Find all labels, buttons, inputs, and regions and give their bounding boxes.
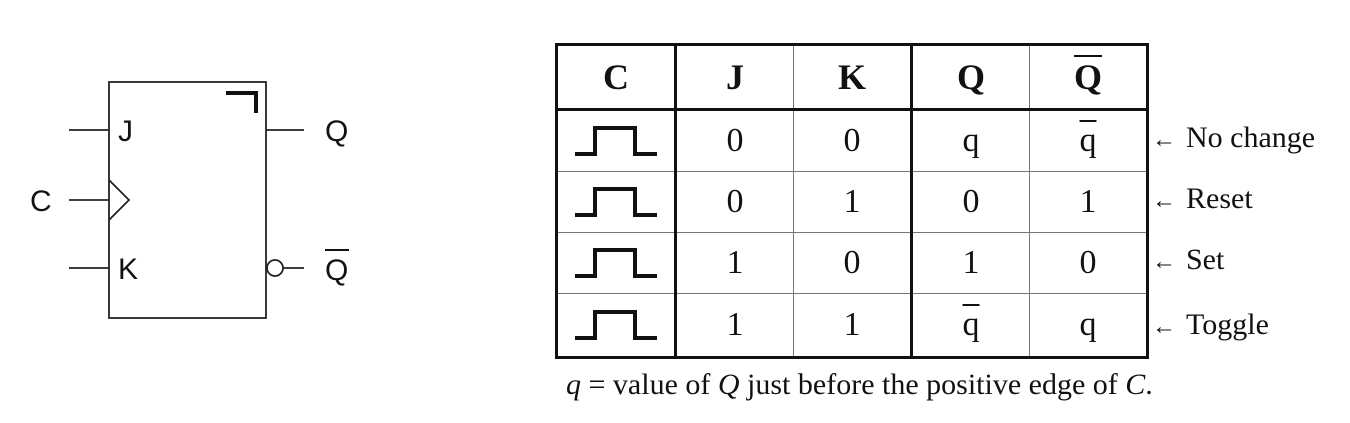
qbar-output-label: Q [325, 254, 348, 287]
header-qbar: Q [1029, 44, 1148, 111]
q-output-label: Q [325, 115, 348, 148]
qbar-cell-text: q [1079, 122, 1097, 159]
c-pin-label: C [30, 185, 52, 218]
table-row: 1 1 q q [556, 293, 1148, 358]
row-note-label: Toggle [1186, 308, 1269, 341]
footnote: q = value of Q just before the positive … [566, 368, 1153, 402]
q-cell: 0 [911, 171, 1030, 233]
q-cell-text: q [962, 306, 980, 343]
row-note-label: No change [1186, 121, 1316, 154]
footnote-var-q: q [566, 368, 581, 401]
j-cell: 0 [675, 171, 794, 233]
j-cell: 1 [675, 232, 794, 294]
rising-edge-pulse-icon [575, 310, 657, 340]
header-qbar-text: Q [1073, 57, 1102, 97]
row-note-reset: ← Reset [1152, 182, 1253, 216]
header-c: C [556, 44, 677, 111]
clock-pulse-cell [556, 293, 677, 358]
qbar-cell: q [1029, 109, 1148, 172]
qbar-cell: 1 [1029, 171, 1148, 233]
jk-flip-flop-symbol: J C K Q Q [30, 81, 349, 319]
q-cell: q [911, 293, 1030, 358]
table-row: 0 1 0 1 [556, 171, 1148, 233]
clock-pulse-cell [556, 171, 677, 233]
k-cell: 0 [793, 232, 913, 294]
clock-triangle [108, 179, 131, 221]
qbar-cell: 0 [1029, 232, 1148, 294]
header-q: Q [911, 44, 1030, 111]
k-cell: 0 [793, 109, 913, 172]
left-arrow-icon: ← [1152, 249, 1176, 275]
table-row: 1 0 1 0 [556, 232, 1148, 294]
k-cell: 1 [793, 171, 913, 233]
left-arrow-icon: ← [1152, 188, 1176, 214]
rising-edge-pulse-icon [575, 248, 657, 278]
footnote-q: Q [717, 368, 740, 401]
j-pin-label: J [118, 115, 133, 148]
row-note-set: ← Set [1152, 243, 1224, 277]
q-cell: q [911, 109, 1030, 172]
footnote-c: C [1125, 368, 1146, 401]
truth-table: C J K Q Q 0 0 q q 0 1 0 1 [555, 43, 1149, 359]
j-cell: 1 [675, 293, 794, 358]
k-pin-label: K [118, 253, 138, 286]
row-note-label: Reset [1186, 182, 1253, 215]
header-k: K [793, 44, 913, 111]
left-arrow-icon: ← [1152, 127, 1176, 153]
clock-pulse-cell [556, 109, 677, 172]
table-header-row: C J K Q Q [556, 44, 1148, 111]
footnote-eq: = value of [581, 368, 718, 401]
row-note-no-change: ← No change [1152, 121, 1315, 155]
row-note-label: Set [1186, 243, 1225, 276]
left-arrow-icon: ← [1152, 314, 1176, 340]
rising-edge-pulse-icon [575, 187, 657, 217]
qbar-cell: q [1029, 293, 1148, 358]
j-cell: 0 [675, 109, 794, 172]
footnote-mid: just before the positive edge of [739, 368, 1126, 401]
row-note-toggle: ← Toggle [1152, 308, 1269, 342]
rising-edge-pulse-icon [575, 126, 657, 156]
table-row: 0 0 q q [556, 109, 1148, 172]
flip-flop-body [108, 81, 267, 319]
k-cell: 1 [793, 293, 913, 358]
clock-pulse-cell [556, 232, 677, 294]
header-j: J [675, 44, 794, 111]
inversion-bubble [266, 259, 284, 277]
q-cell: 1 [911, 232, 1030, 294]
footnote-end: . [1145, 368, 1153, 401]
edge-trigger-mark [226, 91, 258, 113]
